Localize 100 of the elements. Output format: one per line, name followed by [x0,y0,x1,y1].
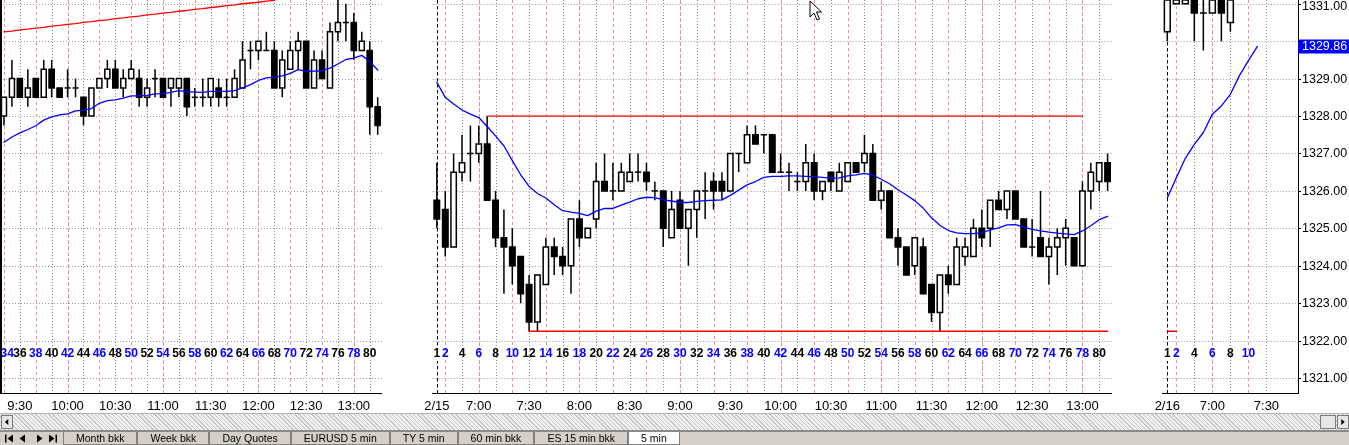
x2-tick-label: 54 [874,346,889,361]
x2-tick-label: 70 [283,346,298,361]
x2-tick-label: 62 [941,346,956,361]
x-tick-label: 7:00 [466,398,492,414]
x-tick-label: 12:30 [1015,398,1049,414]
x-tick-label: 9:00 [667,398,693,414]
candlestick [1199,0,1208,52]
x2-tick-label: 52 [140,346,155,361]
candlestick [650,180,659,201]
x-tick-label: 9:30 [7,398,33,414]
x-tick-label: 7:30 [516,398,542,414]
x2-tick-label: 20 [589,346,604,361]
y-tick-label: 1326.00 [1302,183,1348,198]
x2-tick-label: 64 [958,346,973,361]
x2-tick-label: 50 [841,346,855,361]
x2-tick-label: 26 [639,346,654,361]
x2-tick-label: 52 [857,346,872,361]
x2-tick-label: 58 [188,346,202,361]
x2-tick-label: 76 [331,346,345,361]
x-tick-label: 12:00 [965,398,999,414]
text: Week bkk [137,432,210,445]
x-tick-label: 11:00 [147,398,179,414]
x2-tick-label: 2 [1172,346,1180,361]
x-tick-label: 12:30 [289,398,323,414]
x2-tick-label: 56 [891,346,905,361]
x2-tick-label: 70 [1008,346,1023,361]
x-tick-label: 12:00 [242,398,275,414]
x2-tick-label: 24 [623,346,637,361]
candlestick [63,68,72,99]
x-tick-label: 8:30 [617,398,643,414]
candlestick [458,133,466,183]
x2-tick-label: 40 [757,346,771,361]
x2-tick-label: 44 [76,346,91,361]
x2-tick-label: 34 [0,346,15,361]
x2-tick-label: 80 [363,346,377,361]
x2-tick-label: 30 [673,346,687,361]
x-tick-label: 11:30 [915,398,948,414]
x2-tick-label: 74 [315,346,330,361]
x-tick-label: 8:00 [566,398,593,414]
x2-tick-label: 78 [347,346,361,361]
x2-tick-label: 6 [475,346,483,361]
text: EURUSD 5 min [290,432,390,445]
x2-tick-label: 4 [458,346,466,361]
candlestick [1190,0,1199,42]
text: 60 min bkk [457,432,535,445]
x2-tick-label: 14 [539,346,553,361]
x2-tick-label: 34 [706,346,721,361]
x2-tick-label: 36 [723,346,738,361]
y-tick-label: 1323.00 [1302,295,1348,310]
text: ES 15 min bkk [534,432,629,445]
x2-tick-label: 56 [172,346,186,361]
x2-tick-label: 28 [656,346,671,361]
candlestick [1028,218,1037,258]
x2-tick-label: 40 [45,346,59,361]
x2-tick-label: 36 [13,346,27,361]
x2-tick-label: 2 [441,346,449,361]
x2-tick-label: 38 [29,346,43,361]
x2-tick-label: 32 [690,346,704,361]
candlestick [785,162,793,192]
x-axis-title: 2/16 [1154,397,1180,413]
x-tick-label: 9:30 [717,398,743,414]
x-tick-label: 7:30 [1253,398,1280,414]
x2-tick-label: 8 [492,346,500,361]
x2-tick-label: 50 [124,346,139,361]
x2-tick-label: 48 [108,346,123,361]
x-tick-label: 11:00 [865,398,898,414]
y-tick-label: 1325.00 [1302,220,1348,235]
candlestick [634,152,643,183]
y-tick-label: 1329.00 [1302,71,1348,86]
x2-tick-label: 80 [1092,346,1107,361]
x2-tick-label: 38 [740,346,755,361]
x2-tick-label: 44 [790,346,805,361]
candlestick [608,162,617,201]
y-tick-label: 1331.00 [1302,0,1348,14]
x2-tick-label: 4 [1191,346,1198,361]
x2-tick-label: 42 [60,346,75,361]
y-tick-label: 1322.00 [1302,333,1348,348]
x2-tick-label: 8 [1227,346,1235,361]
text: TY 5 min [389,432,458,445]
x-tick-label: 13:00 [1066,398,1099,414]
x2-tick-label: 42 [773,346,788,361]
y-tick-label: 1329.86 [1302,38,1348,53]
x2-tick-label: 62 [219,346,234,361]
x2-tick-label: 74 [1042,346,1056,361]
text: 5 min [628,432,680,445]
x2-tick-label: 76 [1059,346,1073,361]
x-tick-label: 10:30 [99,398,132,414]
y-tick-label: 1321.00 [1302,370,1348,385]
x2-tick-label: 6 [1209,346,1217,361]
x2-tick-label: 48 [824,346,838,361]
x-tick-label: 10:30 [814,398,848,414]
y-tick-label: 1324.00 [1302,258,1348,273]
x2-tick-label: 66 [251,346,266,361]
candlestick [701,171,710,220]
x-tick-label: 10:00 [51,398,84,414]
x2-tick-label: 68 [267,346,282,361]
x-axis-title: 2/15 [424,397,450,413]
x-tick-label: 7:00 [1199,398,1226,414]
x2-tick-label: 58 [908,346,922,361]
x2-tick-label: 10 [505,346,520,361]
